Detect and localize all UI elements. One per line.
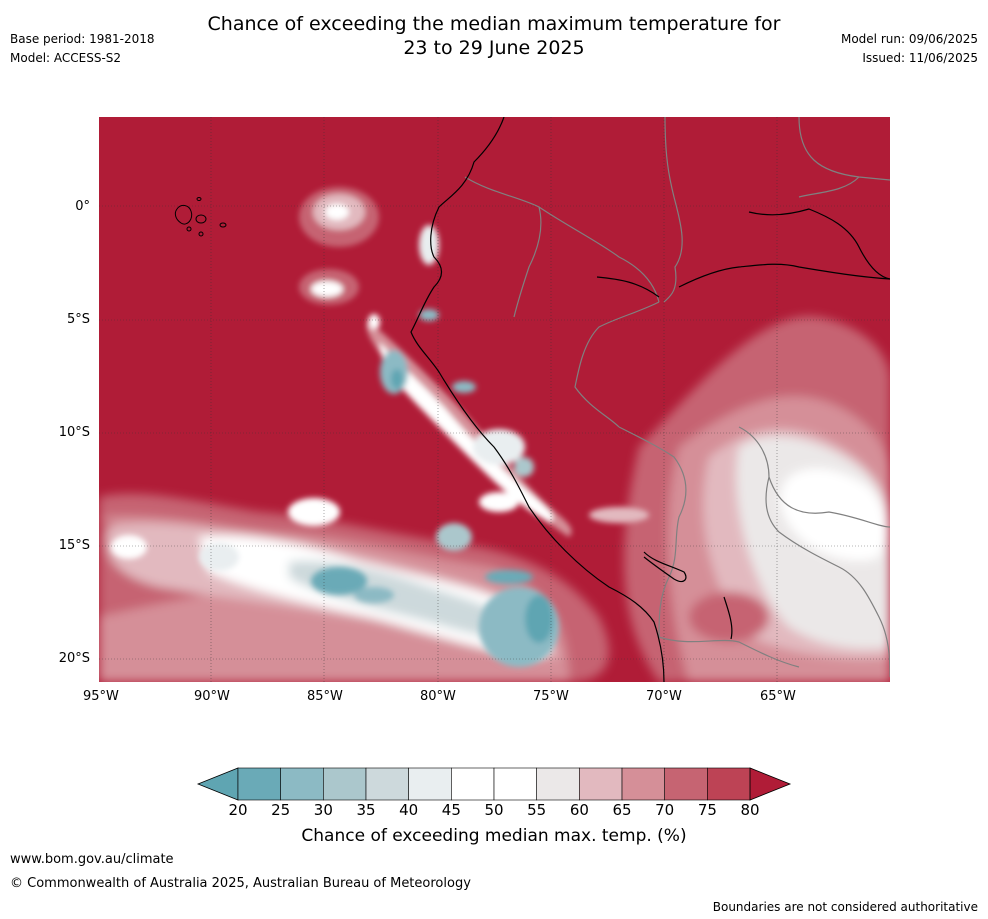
lon-tick-95w: 95°W — [83, 689, 119, 704]
colorbar-tick-label: 70 — [655, 801, 675, 819]
colorbar-tick-label: 75 — [697, 801, 717, 819]
lon-tick-90w: 90°W — [194, 689, 230, 704]
colorbar-segment — [493, 767, 537, 801]
model-name: Model: ACCESS-S2 — [10, 51, 122, 65]
title-line-2: 23 to 29 June 2025 — [403, 37, 585, 59]
model-run: Model run: 09/06/2025 — [840, 32, 978, 46]
colorbar-tick-label: 35 — [356, 801, 376, 819]
lat-tick-20s: 20°S — [58, 651, 90, 666]
colorbar-tick-label: 20 — [228, 801, 248, 819]
title-line-1: Chance of exceeding the median maximum t… — [207, 13, 781, 35]
colorbar-ticks: 20 25 30 35 40 45 50 55 60 65 70 75 80 — [228, 801, 759, 823]
colorbar-arrow-high — [749, 767, 792, 801]
colorbar-segment — [280, 767, 324, 801]
colorbar-tick-label: 40 — [399, 801, 419, 819]
colorbar-tick-label: 55 — [527, 801, 547, 819]
colorbar-segment — [707, 767, 751, 801]
colorbar-segment — [664, 767, 708, 801]
colorbar-segment — [621, 767, 665, 801]
colorbar-tick-label: 45 — [441, 801, 461, 819]
forecast-map — [99, 117, 890, 682]
lon-tick-75w: 75°W — [533, 689, 569, 704]
copyright-notice: © Commonwealth of Australia 2025, Austra… — [10, 876, 471, 891]
issued-date: Issued: 11/06/2025 — [862, 51, 978, 65]
colorbar-arrow-low — [196, 767, 239, 801]
website-link[interactable]: www.bom.gov.au/climate — [10, 852, 174, 867]
graticule — [99, 117, 890, 682]
colorbar-tick-label: 50 — [484, 801, 504, 819]
colorbar-segments — [196, 767, 792, 801]
colorbar-tick-label: 30 — [313, 801, 333, 819]
base-period: Base period: 1981-2018 — [10, 32, 155, 46]
disclaimer: Boundaries are not considered authoritat… — [712, 900, 978, 914]
lat-tick-15s: 15°S — [58, 538, 90, 553]
lon-tick-85w: 85°W — [307, 689, 343, 704]
lon-tick-65w: 65°W — [760, 689, 796, 704]
lat-tick-10s: 10°S — [58, 425, 90, 440]
colorbar-segment — [365, 767, 409, 801]
lon-tick-70w: 70°W — [646, 689, 682, 704]
lat-tick-0: 0° — [75, 199, 90, 214]
colorbar-segment — [323, 767, 367, 801]
colorbar-segment — [536, 767, 580, 801]
lon-tick-80w: 80°W — [420, 689, 456, 704]
colorbar-tick-label: 25 — [271, 801, 291, 819]
colorbar — [196, 767, 792, 801]
lat-tick-5s: 5°S — [66, 312, 90, 327]
colorbar-segment — [451, 767, 495, 801]
country-borders — [464, 117, 890, 678]
galapagos-islands — [174, 197, 227, 237]
colorbar-label: Chance of exceeding median max. temp. (%… — [301, 826, 687, 846]
colorbar-segment — [237, 767, 281, 801]
colorbar-tick-label: 65 — [612, 801, 632, 819]
colorbar-segment — [408, 767, 452, 801]
colorbar-tick-label: 80 — [740, 801, 760, 819]
coastline — [410, 117, 890, 682]
chart-title: Chance of exceeding the median maximum t… — [0, 12, 988, 60]
colorbar-tick-label: 60 — [569, 801, 589, 819]
probability-contours — [99, 187, 890, 682]
colorbar-segment — [579, 767, 623, 801]
